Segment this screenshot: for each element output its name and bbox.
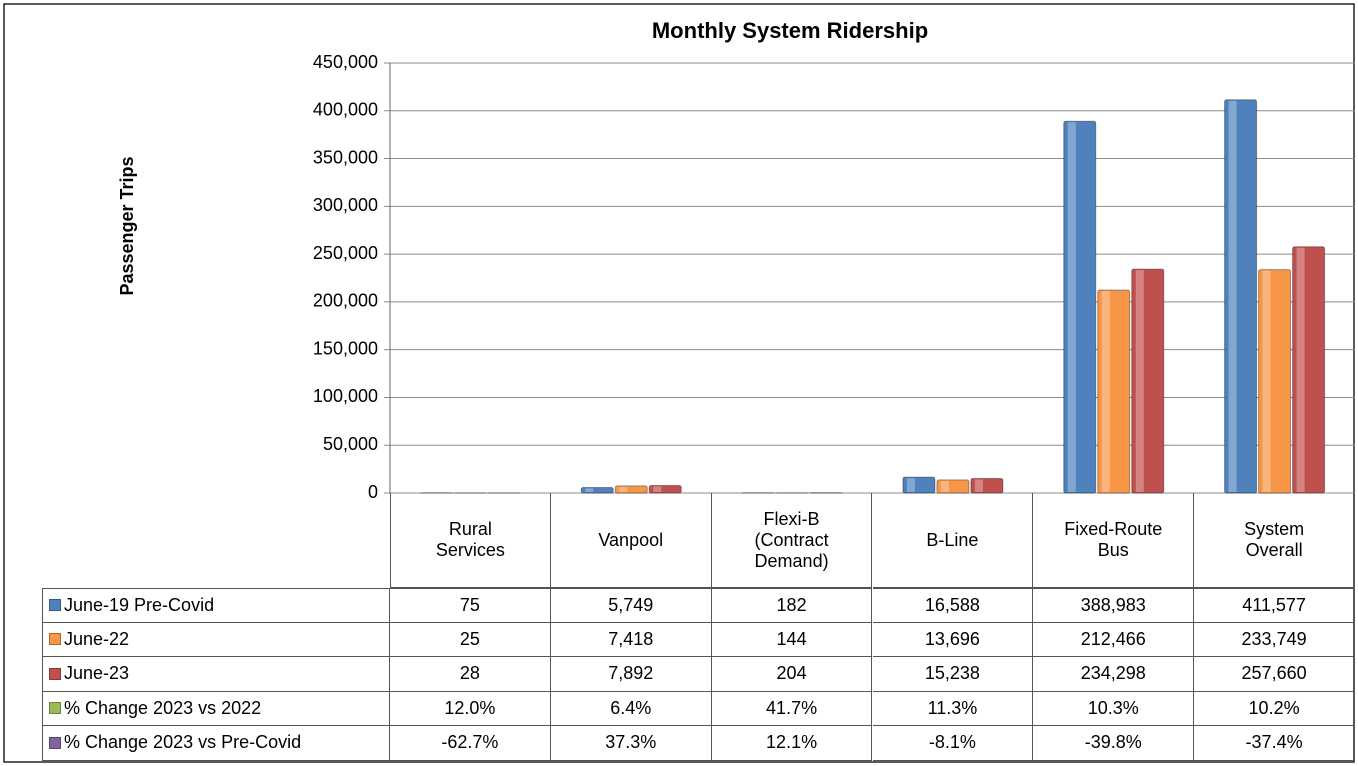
table-value: 411,577 bbox=[1194, 588, 1355, 623]
bar bbox=[1097, 289, 1131, 494]
table-value: 204 bbox=[711, 657, 873, 692]
bar-shine bbox=[1228, 100, 1237, 493]
legend-label: % Change 2023 vs Pre-Covid bbox=[64, 732, 302, 753]
bar bbox=[1224, 99, 1258, 494]
bar-shine bbox=[1101, 290, 1110, 492]
table-value: 28 bbox=[390, 657, 551, 692]
table-value: -62.7% bbox=[390, 726, 551, 761]
y-tick-label: 300,000 bbox=[313, 195, 378, 215]
table-value: 233,749 bbox=[1194, 622, 1355, 657]
table-header-cell: Vanpool bbox=[550, 493, 712, 588]
bar-shine bbox=[1135, 270, 1144, 492]
table-header-cell: Flexi-B (Contract Demand) bbox=[711, 493, 873, 588]
table-value: 16,588 bbox=[872, 588, 1034, 623]
bar bbox=[614, 485, 648, 494]
y-tick-label: 400,000 bbox=[313, 100, 378, 120]
y-tick-label: 200,000 bbox=[313, 291, 378, 311]
bar bbox=[1063, 120, 1097, 494]
table-value: 7,418 bbox=[550, 622, 712, 657]
table-value: -37.4% bbox=[1194, 726, 1355, 761]
legend-entry: % Change 2023 vs 2022 bbox=[42, 691, 390, 726]
bar-shine bbox=[653, 486, 662, 492]
bar-shine bbox=[940, 480, 949, 492]
table-value: 234,298 bbox=[1033, 657, 1195, 692]
bar-shine bbox=[585, 488, 594, 492]
bar bbox=[902, 476, 936, 494]
y-tick-label: 350,000 bbox=[313, 147, 378, 167]
table-value: 25 bbox=[390, 622, 551, 657]
legend-label: % Change 2023 vs 2022 bbox=[64, 697, 262, 718]
chart-border bbox=[3, 3, 1355, 763]
bar-shine bbox=[906, 478, 915, 492]
bar-shine bbox=[1296, 247, 1305, 492]
y-tick-label: 0 bbox=[368, 482, 378, 502]
bar-shine bbox=[974, 479, 983, 492]
table-value: 144 bbox=[711, 622, 873, 657]
bar-shine bbox=[619, 486, 628, 492]
table-value: 10.2% bbox=[1194, 691, 1355, 726]
bar bbox=[1292, 246, 1326, 494]
table-value: 41.7% bbox=[711, 691, 873, 726]
y-tick-label: 150,000 bbox=[313, 338, 378, 358]
bar bbox=[1258, 269, 1292, 494]
table-value: 388,983 bbox=[1033, 588, 1195, 623]
table-value: 7,892 bbox=[550, 657, 712, 692]
table-value: 12.0% bbox=[390, 691, 551, 726]
bar bbox=[936, 479, 970, 494]
bar bbox=[648, 484, 682, 494]
table-value: 257,660 bbox=[1194, 657, 1355, 692]
legend-entry: June-22 bbox=[42, 622, 390, 657]
table-value: 37.3% bbox=[550, 726, 712, 761]
table-value: 75 bbox=[390, 588, 551, 623]
legend-entry: June-19 Pre-Covid bbox=[42, 588, 390, 623]
bar bbox=[580, 487, 614, 494]
legend-key bbox=[49, 599, 61, 612]
table-value: 212,466 bbox=[1033, 622, 1195, 657]
y-axis-label: Passenger Trips bbox=[117, 156, 137, 295]
legend-label: June-23 bbox=[64, 663, 130, 684]
bar bbox=[970, 477, 1004, 494]
legend-label: June-19 Pre-Covid bbox=[64, 594, 215, 615]
bar-shine bbox=[1262, 270, 1271, 492]
table-header-cell: B-Line bbox=[872, 493, 1034, 588]
legend-key bbox=[49, 702, 61, 715]
table-value: 13,696 bbox=[872, 622, 1034, 657]
y-tick-label: 450,000 bbox=[313, 52, 378, 72]
table-value: 6.4% bbox=[550, 691, 712, 726]
table-value: 15,238 bbox=[872, 657, 1034, 692]
legend-key bbox=[49, 633, 61, 646]
legend-entry: % Change 2023 vs Pre-Covid bbox=[42, 726, 390, 761]
bar bbox=[1131, 268, 1165, 494]
legend-key bbox=[49, 667, 61, 680]
legend-key bbox=[49, 736, 61, 749]
y-tick-label: 50,000 bbox=[323, 434, 378, 454]
table-value: 12.1% bbox=[711, 726, 873, 761]
y-tick-label: 250,000 bbox=[313, 243, 378, 263]
chart-title: Monthly System Ridership bbox=[652, 18, 928, 43]
table-value: 11.3% bbox=[872, 691, 1034, 726]
table-value: 182 bbox=[711, 588, 873, 623]
table-value: 5,749 bbox=[550, 588, 712, 623]
table-value: 10.3% bbox=[1033, 691, 1195, 726]
legend-entry: June-23 bbox=[42, 657, 390, 692]
legend-label: June-22 bbox=[64, 628, 130, 649]
table-header-cell: System Overall bbox=[1194, 493, 1355, 588]
table-header-cell: Fixed-Route Bus bbox=[1033, 493, 1195, 588]
y-tick-label: 100,000 bbox=[313, 386, 378, 406]
table-header-cell: Rural Services bbox=[390, 493, 551, 588]
bar-shine bbox=[1067, 122, 1076, 493]
table-value: -8.1% bbox=[872, 726, 1034, 761]
table-value: -39.8% bbox=[1033, 726, 1195, 761]
